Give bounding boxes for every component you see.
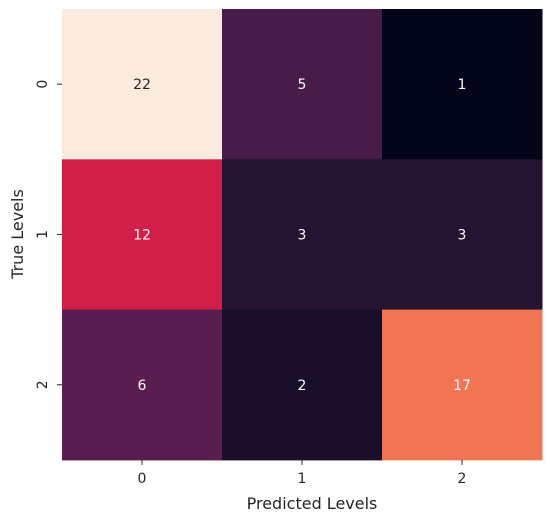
x-tick-label-2: 2 <box>458 471 467 487</box>
x-tick-label-1: 1 <box>298 471 307 487</box>
cell-value-1-1: 3 <box>298 227 307 243</box>
cell-value-2-0: 6 <box>138 378 147 394</box>
cell-value-1-2: 3 <box>458 227 467 243</box>
cell-value-0-2: 1 <box>458 77 467 93</box>
cell-value-2-2: 17 <box>453 378 471 394</box>
y-axis-ticks: 0 1 2 <box>35 80 62 390</box>
y-tick-label-0: 0 <box>35 80 51 89</box>
cell-value-0-0: 22 <box>133 77 151 93</box>
x-axis-label: Predicted Levels <box>247 494 378 513</box>
y-axis-label: True Levels <box>8 189 27 280</box>
y-tick-label-2: 2 <box>35 380 51 389</box>
cell-value-1-0: 12 <box>133 227 151 243</box>
x-tick-label-0: 0 <box>138 471 147 487</box>
x-axis-ticks: 0 1 2 <box>138 460 467 487</box>
cell-value-0-1: 5 <box>298 77 307 93</box>
heatmap-cells: 22 5 1 12 3 3 6 2 17 <box>62 9 543 460</box>
y-tick-label-1: 1 <box>35 230 51 239</box>
cell-value-2-1: 2 <box>298 378 307 394</box>
